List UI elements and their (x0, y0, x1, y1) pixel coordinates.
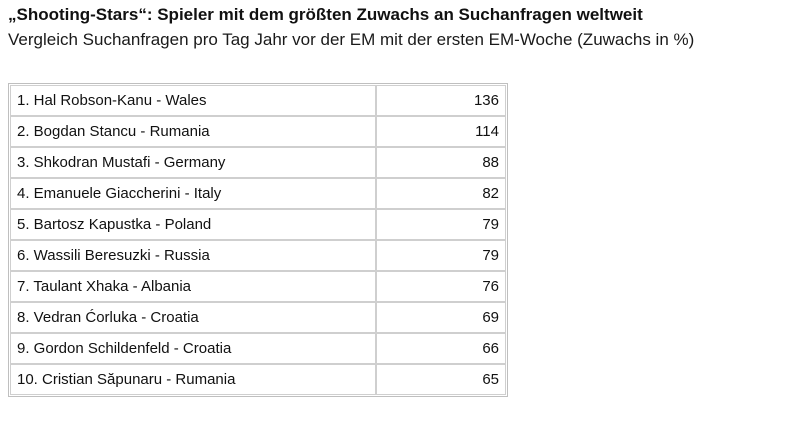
player-cell: 6. Wassili Beresuzki - Russia (10, 240, 376, 271)
table-row: 3. Shkodran Mustafi - Germany 88 (10, 147, 506, 178)
value-cell: 114 (376, 116, 506, 147)
table-row: 10. Cristian Săpunaru - Rumania 65 (10, 364, 506, 395)
table-row: 4. Emanuele Giaccherini - Italy 82 (10, 178, 506, 209)
player-cell: 7. Taulant Xhaka - Albania (10, 271, 376, 302)
player-cell: 5. Bartosz Kapustka - Poland (10, 209, 376, 240)
player-cell: 2. Bogdan Stancu - Rumania (10, 116, 376, 147)
table-row: 2. Bogdan Stancu - Rumania 114 (10, 116, 506, 147)
player-cell: 10. Cristian Săpunaru - Rumania (10, 364, 376, 395)
player-cell: 1. Hal Robson-Kanu - Wales (10, 85, 376, 116)
value-cell: 69 (376, 302, 506, 333)
value-cell: 88 (376, 147, 506, 178)
value-cell: 66 (376, 333, 506, 364)
value-cell: 76 (376, 271, 506, 302)
player-cell: 8. Vedran Ćorluka - Croatia (10, 302, 376, 333)
ranking-table: 1. Hal Robson-Kanu - Wales 136 2. Bogdan… (8, 83, 508, 397)
chart-title: „Shooting-Stars“: Spieler mit dem größte… (8, 5, 643, 24)
value-cell: 82 (376, 178, 506, 209)
value-cell: 79 (376, 209, 506, 240)
table-row: 7. Taulant Xhaka - Albania 76 (10, 271, 506, 302)
player-cell: 3. Shkodran Mustafi - Germany (10, 147, 376, 178)
table-row: 9. Gordon Schildenfeld - Croatia 66 (10, 333, 506, 364)
value-cell: 65 (376, 364, 506, 395)
table-row: 6. Wassili Beresuzki - Russia 79 (10, 240, 506, 271)
player-cell: 4. Emanuele Giaccherini - Italy (10, 178, 376, 209)
table-row: 8. Vedran Ćorluka - Croatia 69 (10, 302, 506, 333)
value-cell: 136 (376, 85, 506, 116)
chart-subtitle: Vergleich Suchanfragen pro Tag Jahr vor … (8, 30, 695, 49)
table-row: 5. Bartosz Kapustka - Poland 79 (10, 209, 506, 240)
table-row: 1. Hal Robson-Kanu - Wales 136 (10, 85, 506, 116)
player-cell: 9. Gordon Schildenfeld - Croatia (10, 333, 376, 364)
value-cell: 79 (376, 240, 506, 271)
